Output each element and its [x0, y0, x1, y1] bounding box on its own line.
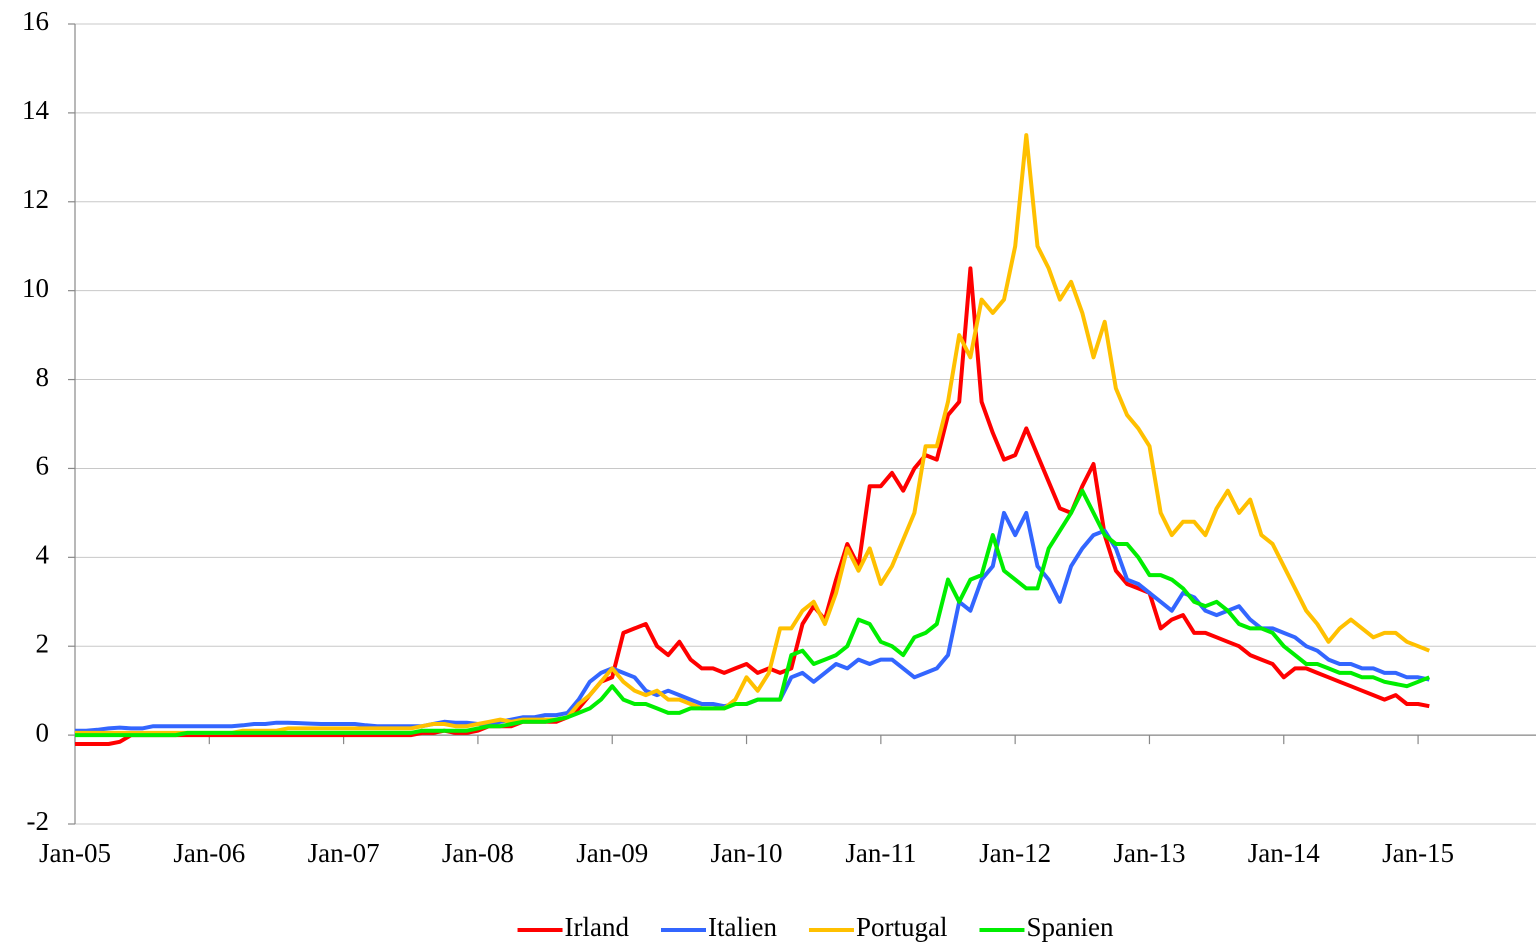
x-tick-label: Jan-11 [845, 838, 916, 868]
x-tick-label: Jan-08 [442, 838, 514, 868]
y-tick-label: 2 [36, 628, 50, 658]
y-tick-label: 8 [36, 362, 50, 392]
legend-label: Portugal [856, 912, 948, 942]
y-tick-label: 14 [22, 95, 50, 125]
x-tick-label: Jan-15 [1382, 838, 1454, 868]
legend: Irland Italien Portugal Spanien [517, 912, 1114, 942]
x-tick-label: Jan-10 [711, 838, 783, 868]
series-line [75, 510, 1430, 733]
series-line [75, 488, 1431, 738]
x-tick-label: Jan-12 [979, 838, 1051, 868]
y-tick-label: 0 [36, 717, 50, 747]
legend-label: Spanien [1026, 912, 1113, 942]
x-tick-label: Jan-14 [1248, 838, 1320, 868]
y-tick-label: 6 [36, 451, 50, 481]
x-tick-label: Jan-13 [1113, 838, 1185, 868]
legend-label: Italien [708, 912, 777, 942]
x-tick-label: Jan-09 [576, 838, 648, 868]
y-tick-label: -2 [27, 806, 50, 836]
y-tick-label: 12 [22, 184, 49, 214]
y-tick-label: 10 [22, 273, 49, 303]
x-tick-label: Jan-07 [308, 838, 380, 868]
series-line [75, 133, 1431, 735]
legend-label: Irland [565, 912, 630, 942]
y-tick-label: 16 [22, 6, 49, 36]
x-tick-label: Jan-05 [39, 838, 111, 868]
series-line [75, 266, 1430, 746]
x-tick-label: Jan-06 [173, 838, 245, 868]
y-tick-label: 4 [36, 540, 50, 570]
